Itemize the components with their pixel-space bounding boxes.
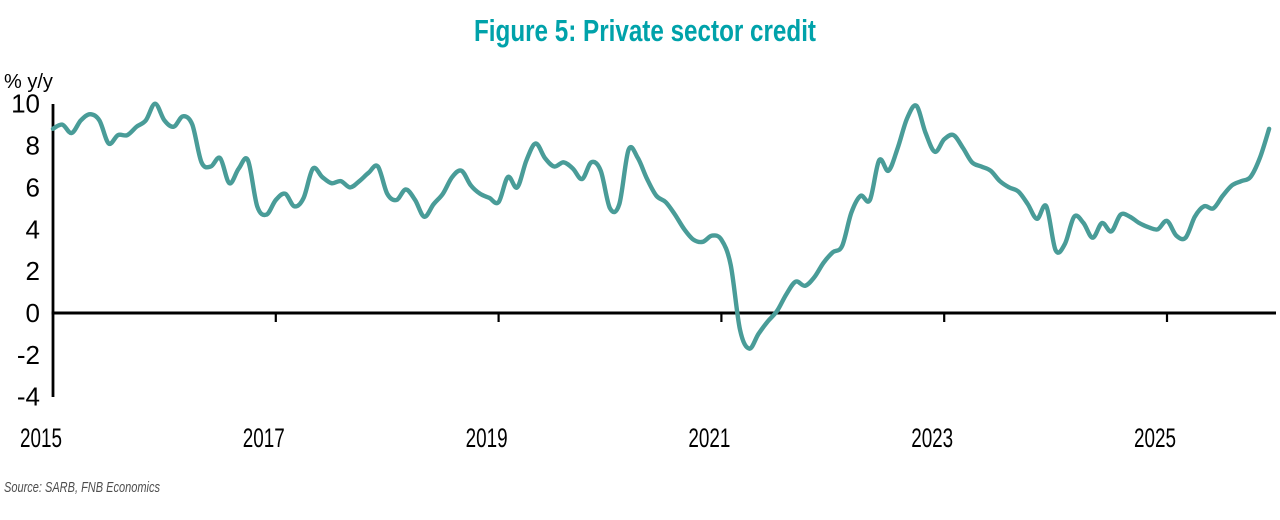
- x-tick-label-2017: 2017: [243, 423, 285, 453]
- series-group: [50, 101, 1272, 351]
- chart-title: Figure 5: Private sector credit: [474, 13, 816, 48]
- x-tick-label-2021: 2021: [688, 423, 730, 453]
- x-tick-label-2023: 2023: [911, 423, 953, 453]
- y-axis-labels: 10 8 6 4 2 0 -2 -4: [11, 89, 40, 412]
- x-axis-labels: 2015 2017 2019 2021 2023 2025: [20, 423, 1176, 453]
- y-tick-label--2: -2: [17, 340, 40, 370]
- y-tick-label-0: 0: [26, 298, 40, 328]
- y-tick-label-4: 4: [26, 214, 40, 244]
- y-axis-unit-label: % y/y: [4, 71, 53, 93]
- y-tick-label--4: -4: [17, 382, 40, 412]
- credit-growth-line: [50, 101, 1272, 351]
- x-tick-label-2015: 2015: [20, 423, 62, 453]
- axes-group: [51, 104, 1276, 397]
- source-note: Source: SARB, FNB Economics: [4, 479, 160, 496]
- y-tick-label-8: 8: [26, 131, 40, 161]
- y-tick-label-2: 2: [26, 256, 40, 286]
- y-tick-label-6: 6: [26, 172, 40, 202]
- y-tick-label-10: 10: [11, 89, 40, 119]
- x-tick-label-2025: 2025: [1134, 423, 1176, 453]
- x-tick-label-2019: 2019: [466, 423, 508, 453]
